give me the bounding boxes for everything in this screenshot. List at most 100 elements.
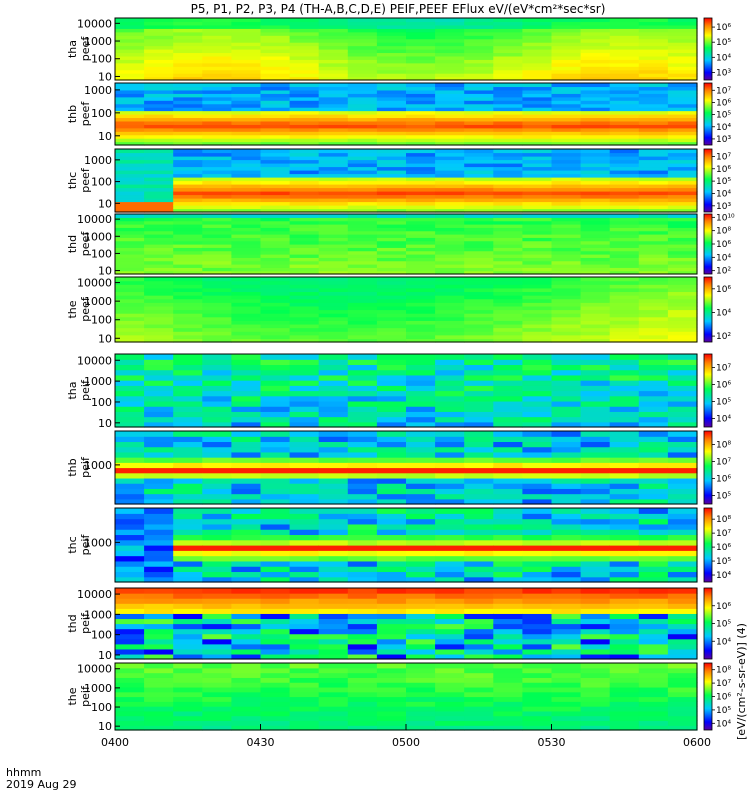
heatmap-cell: [580, 725, 611, 731]
x-tick-label: 0430: [247, 736, 275, 749]
heatmap-cell: [289, 237, 320, 242]
heatmap-cell: [435, 205, 465, 210]
heatmap-cell: [580, 131, 611, 136]
heatmap-cell: [318, 66, 349, 71]
heatmap-cell: [347, 124, 378, 129]
heatmap-cell: [260, 100, 291, 105]
heatmap-cell: [347, 643, 378, 650]
heatmap-cell: [522, 267, 553, 272]
heatmap-cell: [289, 715, 320, 722]
heatmap-cell: [464, 163, 494, 168]
heatmap-cell: [144, 421, 174, 428]
heatmap-cell: [638, 369, 669, 376]
heatmap-cell: [551, 539, 582, 546]
heatmap-cell: [551, 287, 582, 293]
heatmap-cell: [406, 462, 436, 469]
heatmap-cell: [115, 354, 145, 360]
heatmap-cell: [435, 416, 465, 423]
heatmap-cell: [551, 107, 582, 112]
heatmap-cell: [522, 42, 553, 47]
heatmap-cell: [173, 518, 203, 525]
heatmap-cell: [202, 110, 232, 115]
heatmap-cell: [464, 117, 494, 122]
heatmap-cell: [202, 369, 232, 376]
heatmap-cell: [406, 89, 436, 94]
heatmap-cell: [173, 284, 203, 289]
panel-label-probe: the: [66, 687, 79, 705]
heatmap-cell: [435, 488, 465, 495]
heatmap-cell: [376, 152, 407, 157]
heatmap-cell: [376, 180, 407, 185]
heatmap-cell: [202, 566, 232, 573]
heatmap-cell: [522, 446, 553, 453]
heatmap-cell: [435, 173, 465, 178]
heatmap-cell: [318, 287, 349, 293]
heatmap-cell: [667, 653, 698, 660]
heatmap-cell: [173, 247, 203, 252]
heatmap-cell: [202, 298, 232, 303]
heatmap-cell: [347, 250, 378, 255]
heatmap-cell: [435, 508, 465, 514]
heatmap-cell: [260, 588, 291, 594]
heatmap-cell: [638, 107, 669, 112]
heatmap-cell: [115, 173, 145, 178]
heatmap-cell: [580, 623, 611, 630]
heatmap-cell: [173, 291, 203, 296]
heatmap-cell: [260, 550, 291, 557]
heatmap-cell: [347, 295, 378, 300]
heatmap-cell: [260, 566, 291, 573]
heatmap-cell: [347, 608, 378, 614]
heatmap-cell: [464, 298, 494, 303]
heatmap-cell: [580, 217, 611, 222]
heatmap-cell: [609, 513, 640, 520]
heatmap-cell: [231, 131, 262, 136]
heatmap-cell: [493, 152, 523, 157]
heatmap-cell: [493, 220, 523, 225]
heatmap-cell: [406, 18, 436, 23]
heatmap-cell: [144, 208, 174, 213]
heatmap-cell: [115, 513, 145, 520]
heatmap-cell: [347, 518, 378, 525]
heatmap-cell: [173, 320, 203, 325]
heatmap-cell: [347, 462, 378, 469]
heatmap-cell: [464, 603, 494, 609]
heatmap-cell: [551, 240, 582, 245]
heatmap-cell: [522, 488, 553, 495]
heatmap-cell: [144, 309, 174, 314]
heatmap-cell: [638, 686, 669, 693]
heatmap-cell: [522, 224, 553, 228]
heatmap-cell: [609, 498, 640, 505]
heatmap-cell: [406, 555, 436, 562]
heatmap-cell: [580, 302, 611, 307]
heatmap-cell: [231, 227, 262, 232]
heatmap-cell: [609, 103, 640, 108]
heatmap-cell: [609, 198, 640, 203]
heatmap-cell: [667, 327, 698, 332]
heatmap-cell: [580, 187, 611, 192]
heatmap-cell: [609, 134, 640, 139]
heatmap-cell: [609, 710, 640, 717]
heatmap-cell: [522, 100, 553, 105]
heatmap-cell: [173, 159, 203, 164]
heatmap-cell: [376, 184, 407, 189]
heatmap-cell: [638, 720, 669, 726]
heatmap-cell: [522, 667, 553, 674]
heatmap-cell: [551, 127, 582, 132]
heatmap-cell: [464, 431, 494, 437]
heatmap-cell: [289, 560, 320, 567]
heatmap-cell: [638, 237, 669, 242]
heatmap-cell: [289, 187, 320, 192]
heatmap-cell: [202, 291, 232, 296]
heatmap-cell: [551, 131, 582, 136]
heatmap-cell: [289, 550, 320, 557]
heatmap-cell: [580, 513, 611, 520]
heatmap-cell: [231, 270, 262, 275]
heatmap-cell: [260, 374, 291, 381]
heatmap-cell: [260, 663, 291, 669]
heatmap-cell: [144, 672, 174, 678]
heatmap-cell: [173, 334, 203, 339]
heatmap-cell: [551, 149, 582, 154]
heatmap-cell: [318, 446, 349, 453]
heatmap-cell: [289, 316, 320, 321]
